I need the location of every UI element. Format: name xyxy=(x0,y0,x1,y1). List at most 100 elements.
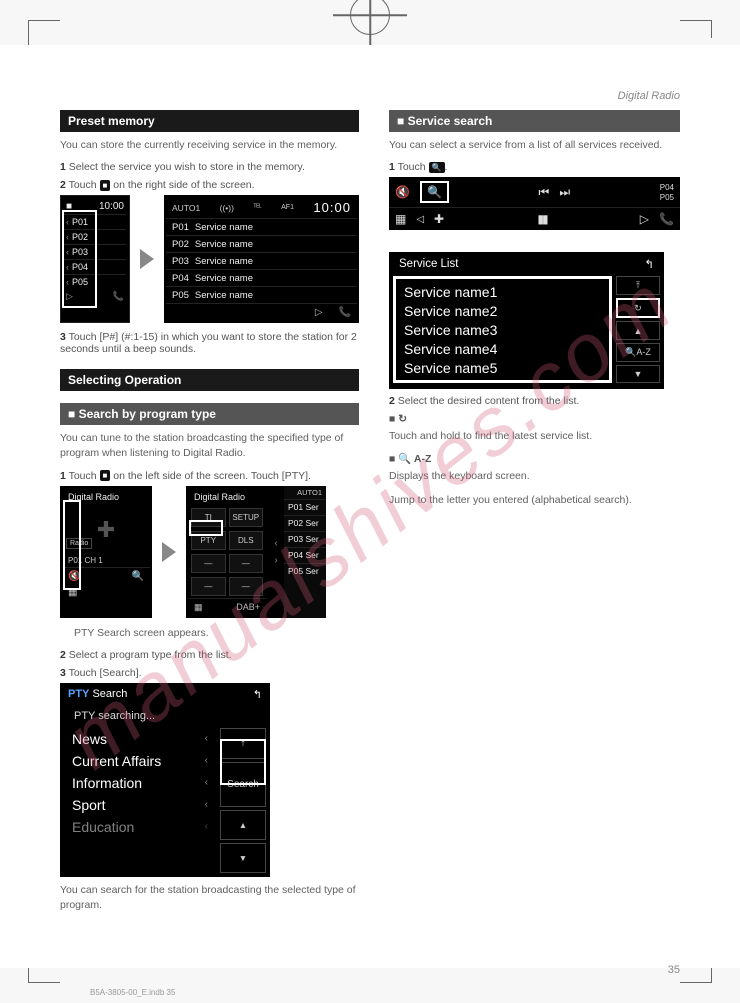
full-p04[interactable]: P04Service name xyxy=(166,269,357,286)
mini-p04[interactable]: P04 xyxy=(72,262,88,272)
refresh-notes: ■ ↻ xyxy=(389,413,680,425)
pty-item-edu[interactable]: Education‹ xyxy=(64,816,216,838)
pty-item-current[interactable]: Current Affairs‹ xyxy=(64,750,216,772)
mini-rec-icon: ▷ xyxy=(66,291,73,302)
mini-p01[interactable]: P01 xyxy=(72,217,88,227)
pause-icon[interactable]: ▮▮ xyxy=(537,212,546,226)
chevron-left-icon[interactable]: ‹ xyxy=(274,538,277,549)
full-p03[interactable]: P03Service name xyxy=(166,252,357,269)
arrow-icon xyxy=(140,249,154,269)
func-ui-row: Digital Radio ✚ Radio P01 CH 1 🔇 🔍 ▦ xyxy=(60,486,359,618)
svc-3[interactable]: Service name3 xyxy=(402,320,603,339)
search-button-hl[interactable]: 🔍 xyxy=(420,181,449,203)
full-p01[interactable]: P01Service name xyxy=(166,218,357,235)
preset-step1: 1 Select the service you wish to store i… xyxy=(60,161,359,173)
svc-4[interactable]: Service name4 xyxy=(402,339,603,358)
radio-tag: Radio xyxy=(66,538,92,549)
rec-icon-2[interactable]: ▷ xyxy=(640,212,649,226)
svc-scroll-top[interactable]: ⤒ xyxy=(616,276,660,295)
mute-icon-3[interactable]: ◁ xyxy=(416,214,424,225)
tb-p05[interactable]: P05 xyxy=(660,193,674,202)
pty-searching: PTY searching... xyxy=(60,706,270,728)
ti-button[interactable]: TI xyxy=(191,508,226,527)
sig-text: ᵀᴱᴸ xyxy=(253,204,261,211)
svc-5[interactable]: Service name5 xyxy=(402,358,603,377)
mini-phone-icon: 📞 xyxy=(113,291,124,302)
grid-icon-3[interactable]: ▦ xyxy=(395,212,406,226)
mini-info: P01 CH 1 xyxy=(62,554,150,567)
dab-label: DAB+ xyxy=(236,602,260,613)
svc-1[interactable]: Service name1 xyxy=(402,282,603,301)
scroll-down-icon[interactable]: ▼ xyxy=(220,843,266,873)
pty-after: You can search for the station broadcast… xyxy=(60,883,359,913)
mute-icon-2[interactable]: 🔇 xyxy=(395,185,410,199)
blank-btn-4[interactable]: — xyxy=(229,577,264,596)
prev-icon[interactable]: ⏮ xyxy=(539,185,550,200)
service-desc: You can select a service from a list of … xyxy=(389,138,680,153)
preset-desc: You can store the currently receiving se… xyxy=(60,138,359,153)
svc-2[interactable]: Service name2 xyxy=(402,301,603,320)
page-number: 35 xyxy=(60,964,680,976)
preset-ui-row: ■10:00 ‹P01 ‹P02 ‹P03 ‹P04 ‹P05 ▷📞 AUTO1… xyxy=(60,195,359,323)
search-icon[interactable]: 🔍 xyxy=(132,571,144,582)
grid-icon-2[interactable]: ▦ xyxy=(194,602,203,613)
plus-icon[interactable]: ✚ xyxy=(434,212,444,226)
service-list-highlight: Service name1 Service name2 Service name… xyxy=(393,276,612,383)
fp05[interactable]: P05 Ser xyxy=(284,563,326,579)
mini-p05[interactable]: P05 xyxy=(72,277,88,287)
blank-btn-2[interactable]: — xyxy=(229,554,264,573)
next-icon[interactable]: ⏭ xyxy=(559,185,570,200)
phone-icon-2[interactable]: 📞 xyxy=(659,212,674,226)
pty-item-sport[interactable]: Sport‹ xyxy=(64,794,216,816)
blank-btn-3[interactable]: — xyxy=(191,577,226,596)
az-body2: Jump to the letter you entered (alphabet… xyxy=(389,493,680,508)
full-p05[interactable]: P05Service name xyxy=(166,286,357,303)
mini-radio-title: Digital Radio xyxy=(62,488,150,506)
back-icon[interactable]: ↰ xyxy=(253,688,262,701)
service-list-title: Service List xyxy=(399,258,458,270)
fp04[interactable]: P04 Ser xyxy=(284,547,326,563)
az-notes: ■ 🔍 A-Z xyxy=(389,452,680,465)
tb-p04[interactable]: P04 xyxy=(660,183,674,192)
dls-button[interactable]: DLS xyxy=(229,531,264,550)
fp02[interactable]: P02 Ser xyxy=(284,515,326,531)
arrow-icon-2 xyxy=(162,542,176,562)
mini-clock: 10:00 xyxy=(99,201,124,212)
service-subtitle: ■ Service search xyxy=(389,110,680,132)
preset-step3: 3 Touch [P#] (#:1-15) in which you want … xyxy=(60,331,359,355)
preset-full-ui: AUTO1 ((•)) ᵀᴱᴸ AF1 10:00 P01Service nam… xyxy=(164,195,359,323)
blank-btn-1[interactable]: — xyxy=(191,554,226,573)
footer-line: B5A-3805-00_E.indb 35 xyxy=(90,988,175,997)
chevron-right-icon[interactable]: › xyxy=(274,555,277,566)
full-phone-icon: 📞 xyxy=(339,307,351,318)
svc-scroll-up[interactable]: ▲ xyxy=(616,321,660,340)
columns: Preset memory You can store the currentl… xyxy=(60,110,680,958)
af-text: AF1 xyxy=(281,204,294,211)
pty-step2: 2 Select a program type from the list. xyxy=(60,649,359,661)
az-button[interactable]: 🔍 A-Z xyxy=(616,343,660,362)
mini-flag-icon: ■ xyxy=(66,201,72,212)
refresh-button[interactable]: ↻ xyxy=(616,298,660,319)
pty-button[interactable]: PTY xyxy=(191,531,226,550)
setup-button[interactable]: SETUP xyxy=(229,508,264,527)
pty-item-info[interactable]: Information‹ xyxy=(64,772,216,794)
auto-label: AUTO1 xyxy=(172,203,200,213)
full-p02[interactable]: P02Service name xyxy=(166,235,357,252)
mini-p02[interactable]: P02 xyxy=(72,232,88,242)
signal-icon: ((•)) xyxy=(220,203,234,213)
pty-step1: 1 Touch ■ on the left side of the screen… xyxy=(60,470,359,482)
mini-p03[interactable]: P03 xyxy=(72,247,88,257)
page: Digital Radio Preset memory You can stor… xyxy=(0,45,740,968)
fp03[interactable]: P03 Ser xyxy=(284,531,326,547)
search-icon-label: 🔍 xyxy=(429,162,445,173)
preset-title: Preset memory xyxy=(60,110,359,132)
scroll-up-icon[interactable]: ▲ xyxy=(220,810,266,840)
radio-func-ui: Digital Radio TI SETUP PTY DLS — — xyxy=(186,486,326,618)
back-icon-2[interactable]: ↰ xyxy=(644,257,654,271)
az-body: Displays the keyboard screen. xyxy=(389,469,680,484)
mute-icon[interactable]: 🔇 xyxy=(68,571,80,582)
pty-item-news[interactable]: News‹ xyxy=(64,728,216,750)
fp01[interactable]: P01 Ser xyxy=(284,499,326,515)
grid-icon[interactable]: ▦ xyxy=(68,587,77,598)
svc-scroll-down[interactable]: ▼ xyxy=(616,365,660,384)
